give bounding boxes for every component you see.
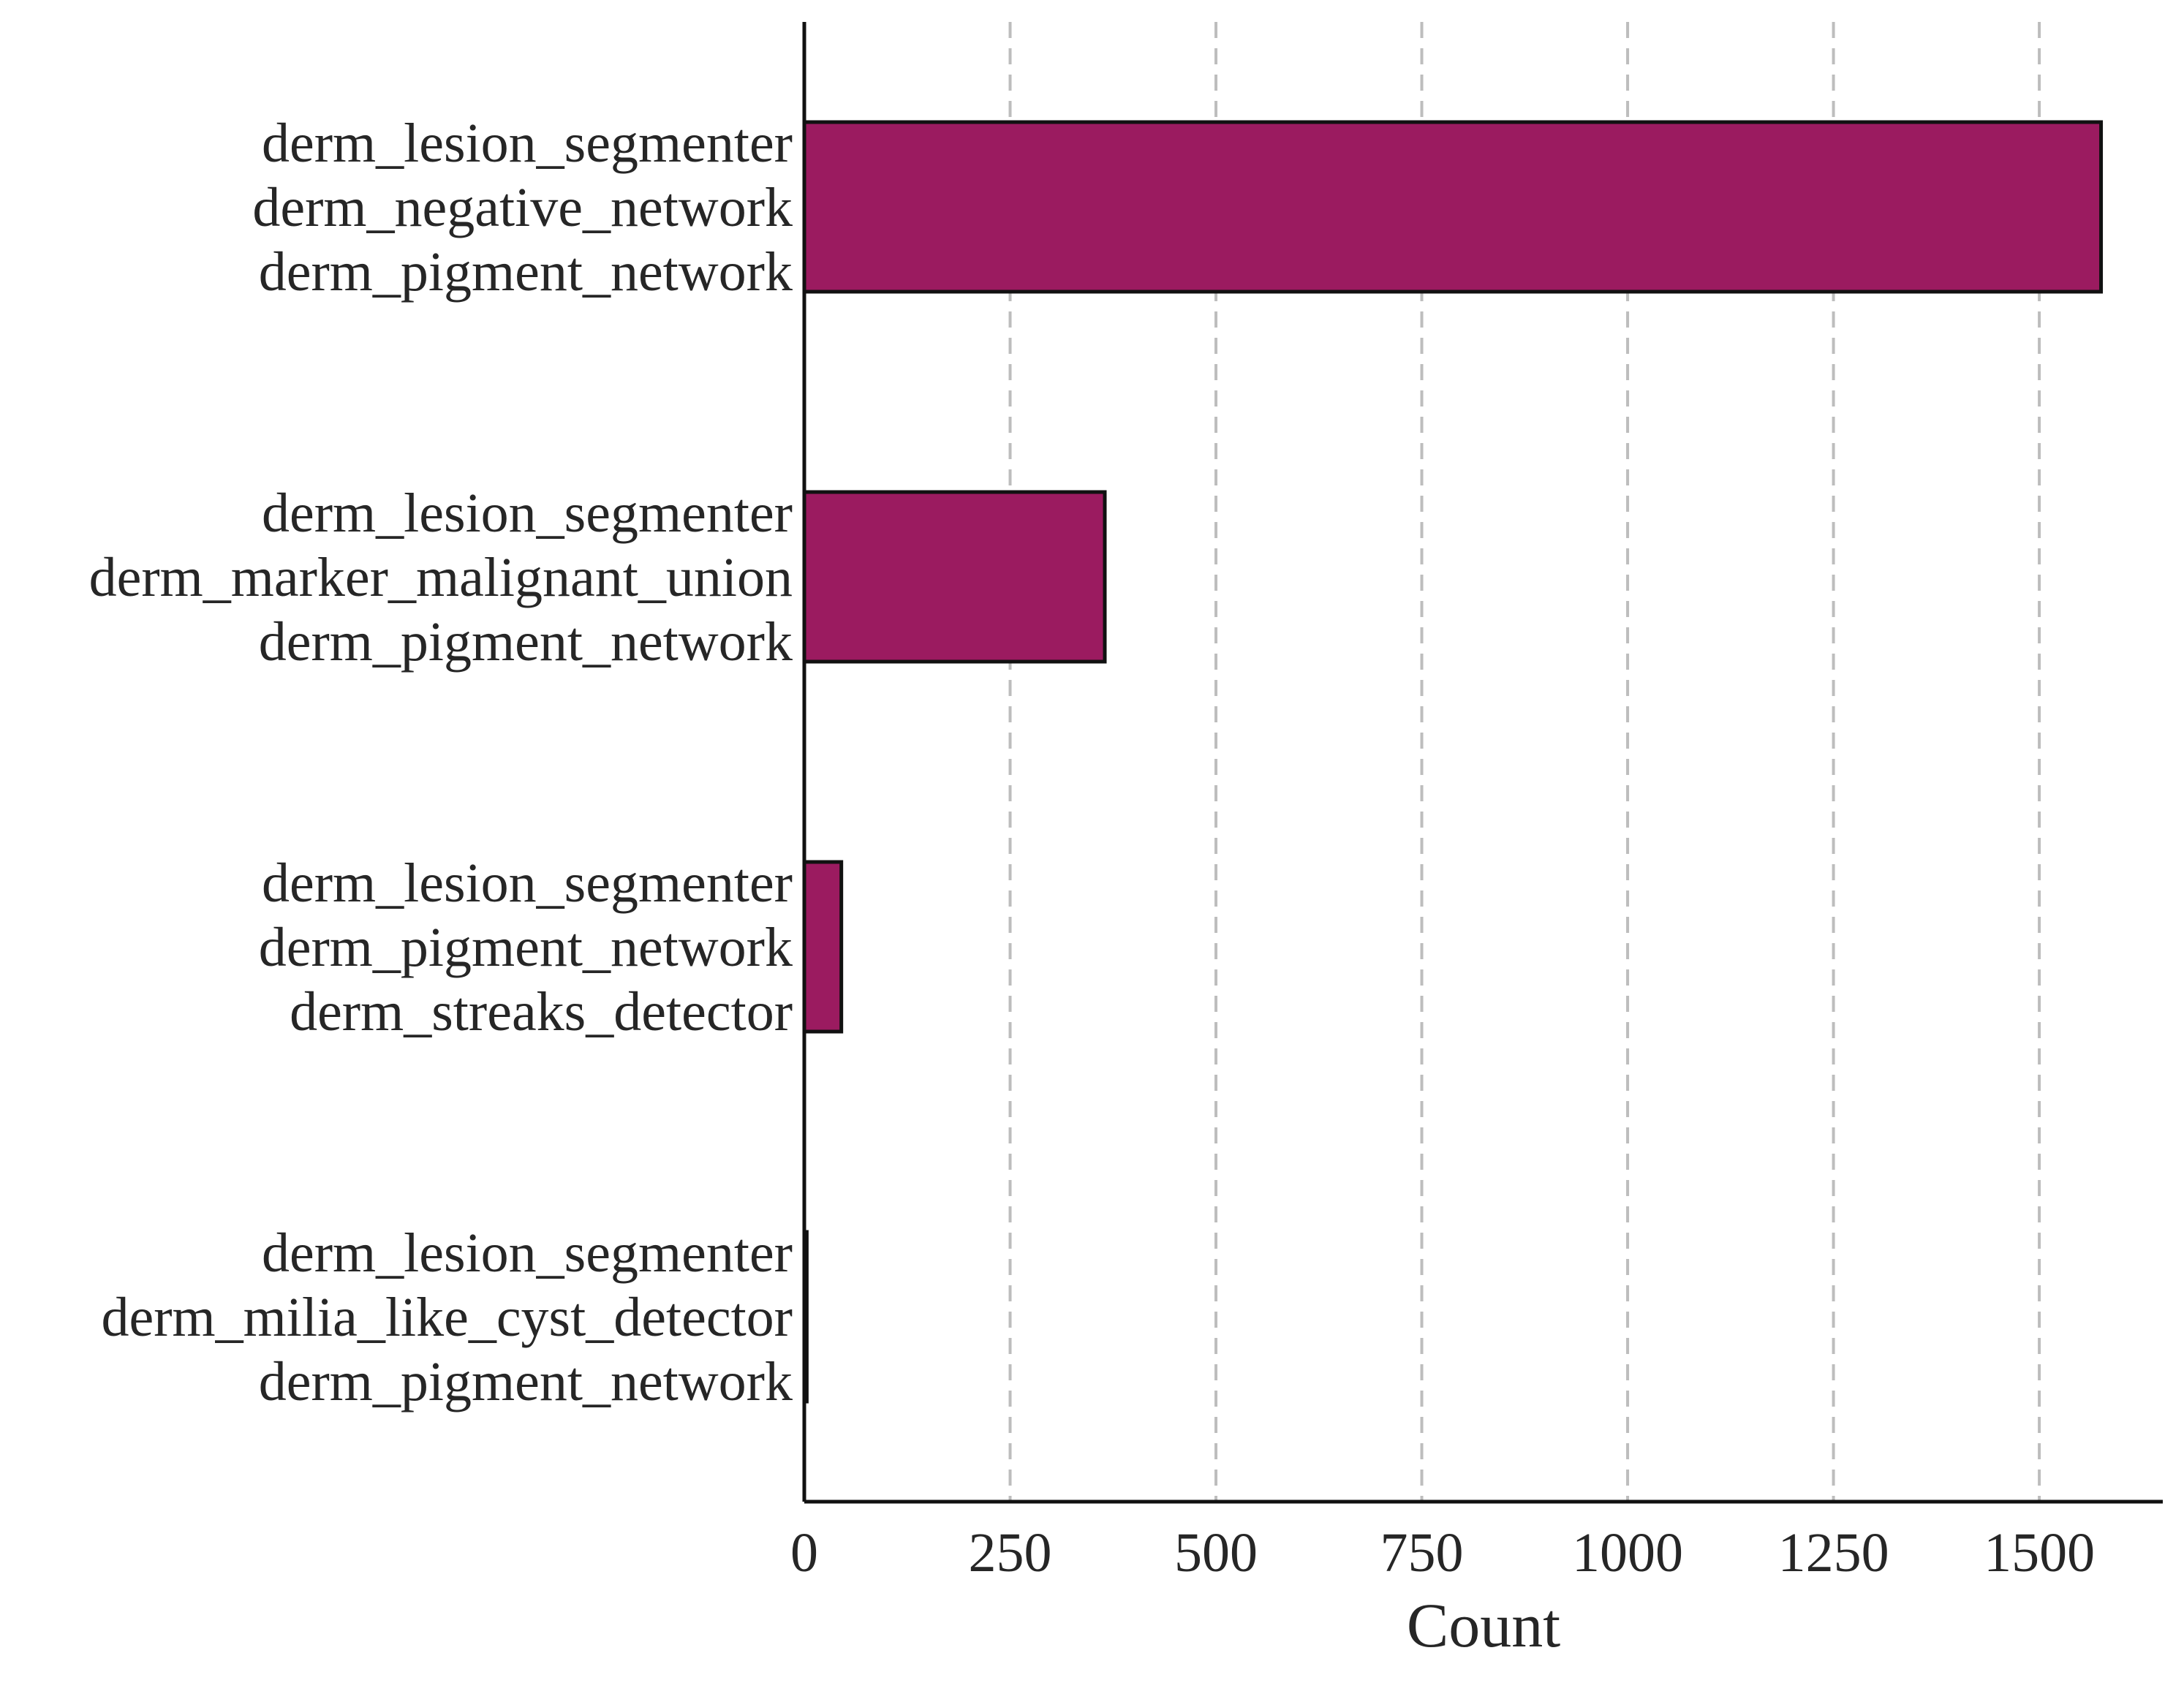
y-category-label-0: derm_lesion_segmenterderm_negative_netwo… [252, 113, 793, 303]
x-axis-title: Count [1407, 1590, 1560, 1660]
x-tick-label-1000: 1000 [1572, 1522, 1683, 1584]
y-category-label-line: derm_lesion_segmenter [262, 483, 793, 544]
y-category-label-line: derm_pigment_network [259, 611, 793, 673]
y-category-label-line: derm_marker_malignant_union [89, 547, 793, 608]
y-category-label-line: derm_pigment_network [259, 1351, 793, 1412]
y-category-label-3: derm_lesion_segmenterderm_milia_like_cys… [102, 1222, 793, 1412]
bars [802, 120, 2104, 1404]
bar-0 [802, 120, 2104, 294]
axes [802, 22, 2163, 1504]
y-category-label-1: derm_lesion_segmenterderm_marker_maligna… [89, 483, 793, 673]
bar-1 [802, 490, 1107, 664]
y-category-labels: derm_lesion_segmenterderm_negative_netwo… [89, 113, 793, 1412]
x-tick-label-1500: 1500 [1984, 1522, 2095, 1584]
bar-2 [802, 860, 844, 1034]
y-category-label-line: derm_milia_like_cyst_detector [102, 1287, 793, 1348]
y-category-label-line: derm_streaks_detector [290, 981, 793, 1043]
y-category-label-line: derm_pigment_network [259, 917, 793, 978]
x-tick-labels: 0 250 500 750 1000 1250 1500 [790, 1522, 2095, 1584]
y-category-label-2: derm_lesion_segmenterderm_pigment_networ… [259, 852, 793, 1043]
y-category-label-line: derm_negative_network [252, 177, 793, 238]
y-category-label-line: derm_lesion_segmenter [262, 1222, 793, 1284]
y-category-label-line: derm_lesion_segmenter [262, 113, 793, 174]
y-category-label-line: derm_pigment_network [259, 241, 793, 303]
x-tick-label-750: 750 [1380, 1522, 1464, 1584]
y-category-label-line: derm_lesion_segmenter [262, 852, 793, 914]
x-tick-label-500: 500 [1174, 1522, 1258, 1584]
x-tick-label-1250: 1250 [1778, 1522, 1889, 1584]
x-tick-label-250: 250 [969, 1522, 1052, 1584]
x-tick-label-0: 0 [790, 1522, 818, 1584]
